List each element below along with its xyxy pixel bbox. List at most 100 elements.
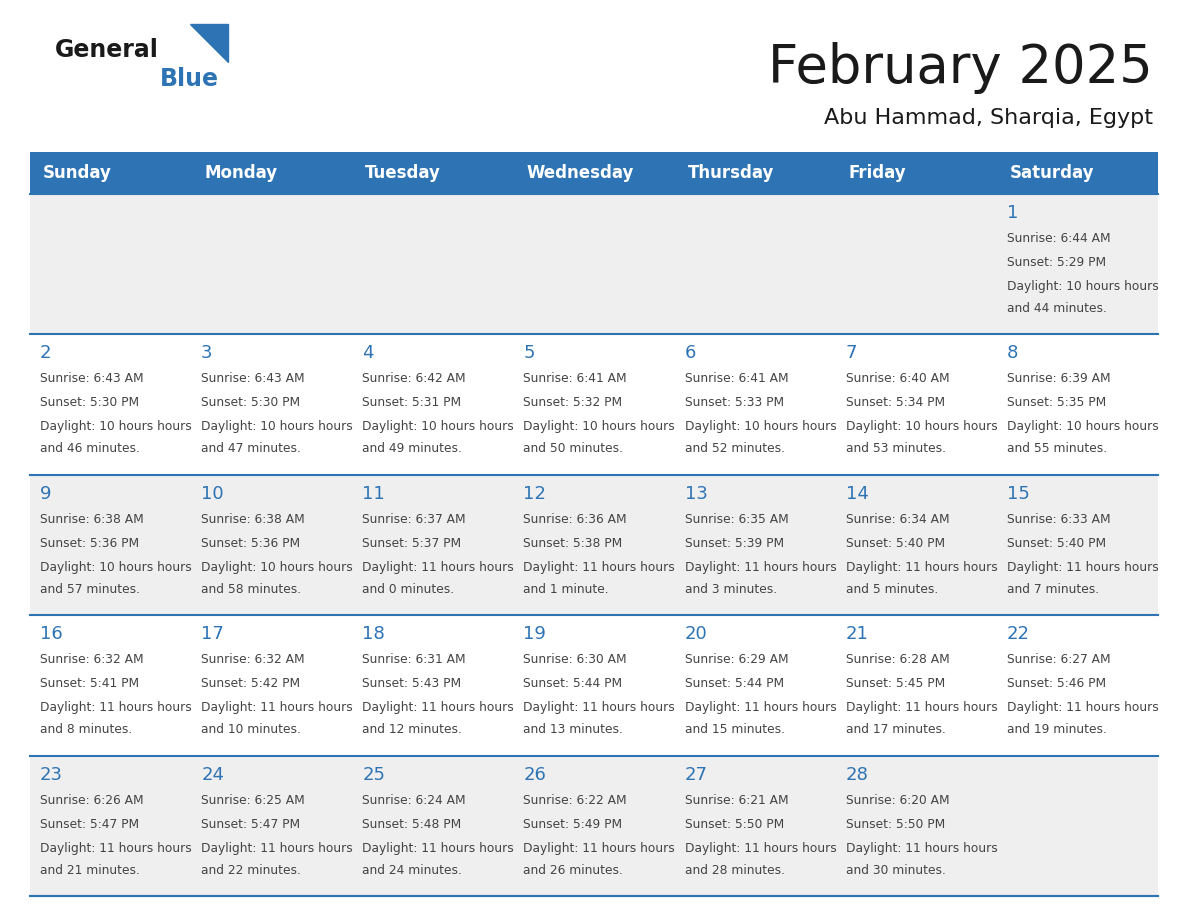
Text: and 30 minutes.: and 30 minutes.: [846, 864, 946, 877]
Text: Sunrise: 6:40 AM: Sunrise: 6:40 AM: [846, 373, 949, 386]
Text: Daylight: 10 hours hours: Daylight: 10 hours hours: [1007, 420, 1158, 433]
Text: Daylight: 10 hours hours: Daylight: 10 hours hours: [524, 420, 675, 433]
Text: Sunrise: 6:44 AM: Sunrise: 6:44 AM: [1007, 232, 1111, 245]
Text: Sunset: 5:44 PM: Sunset: 5:44 PM: [684, 677, 784, 690]
Text: Sunset: 5:36 PM: Sunset: 5:36 PM: [40, 537, 139, 550]
Text: Saturday: Saturday: [1010, 164, 1094, 182]
Text: Sunset: 5:47 PM: Sunset: 5:47 PM: [201, 818, 301, 831]
Text: and 21 minutes.: and 21 minutes.: [40, 864, 140, 877]
Text: 13: 13: [684, 485, 707, 503]
Text: 2: 2: [40, 344, 51, 363]
Text: and 12 minutes.: and 12 minutes.: [362, 723, 462, 736]
Text: Sunrise: 6:21 AM: Sunrise: 6:21 AM: [684, 793, 788, 807]
Text: Sunset: 5:39 PM: Sunset: 5:39 PM: [684, 537, 784, 550]
Text: Tuesday: Tuesday: [365, 164, 441, 182]
Text: Daylight: 11 hours hours: Daylight: 11 hours hours: [1007, 701, 1158, 714]
Text: Sunrise: 6:38 AM: Sunrise: 6:38 AM: [40, 513, 144, 526]
Text: Sunset: 5:43 PM: Sunset: 5:43 PM: [362, 677, 461, 690]
Text: and 49 minutes.: and 49 minutes.: [362, 442, 462, 455]
Text: Daylight: 11 hours hours: Daylight: 11 hours hours: [846, 701, 998, 714]
Text: Daylight: 11 hours hours: Daylight: 11 hours hours: [40, 701, 191, 714]
Text: Sunrise: 6:32 AM: Sunrise: 6:32 AM: [40, 654, 144, 666]
Text: 19: 19: [524, 625, 546, 644]
Text: and 8 minutes.: and 8 minutes.: [40, 723, 132, 736]
Text: and 44 minutes.: and 44 minutes.: [1007, 302, 1107, 315]
Text: Daylight: 10 hours hours: Daylight: 10 hours hours: [201, 420, 353, 433]
Text: Daylight: 11 hours hours: Daylight: 11 hours hours: [684, 561, 836, 574]
Text: Sunrise: 6:41 AM: Sunrise: 6:41 AM: [684, 373, 788, 386]
Bar: [30, 615, 1158, 756]
Text: Blue: Blue: [160, 67, 219, 91]
Text: Sunset: 5:36 PM: Sunset: 5:36 PM: [201, 537, 301, 550]
Text: and 15 minutes.: and 15 minutes.: [684, 723, 784, 736]
Text: Wednesday: Wednesday: [526, 164, 634, 182]
Text: 8: 8: [1007, 344, 1018, 363]
Text: Sunset: 5:42 PM: Sunset: 5:42 PM: [201, 677, 301, 690]
Text: Sunrise: 6:33 AM: Sunrise: 6:33 AM: [1007, 513, 1111, 526]
Text: and 57 minutes.: and 57 minutes.: [40, 583, 140, 596]
Text: Sunrise: 6:32 AM: Sunrise: 6:32 AM: [201, 654, 305, 666]
Text: Sunset: 5:50 PM: Sunset: 5:50 PM: [684, 818, 784, 831]
Bar: [30, 152, 1158, 194]
Text: Sunrise: 6:39 AM: Sunrise: 6:39 AM: [1007, 373, 1111, 386]
Text: Sunset: 5:37 PM: Sunset: 5:37 PM: [362, 537, 461, 550]
Text: Sunset: 5:31 PM: Sunset: 5:31 PM: [362, 397, 461, 409]
Text: Sunset: 5:30 PM: Sunset: 5:30 PM: [201, 397, 301, 409]
Text: 3: 3: [201, 344, 213, 363]
Text: Daylight: 11 hours hours: Daylight: 11 hours hours: [846, 842, 998, 855]
Text: Sunset: 5:48 PM: Sunset: 5:48 PM: [362, 818, 461, 831]
Text: Sunset: 5:50 PM: Sunset: 5:50 PM: [846, 818, 944, 831]
Text: Daylight: 11 hours hours: Daylight: 11 hours hours: [524, 561, 675, 574]
Text: Sunrise: 6:34 AM: Sunrise: 6:34 AM: [846, 513, 949, 526]
Text: Sunset: 5:44 PM: Sunset: 5:44 PM: [524, 677, 623, 690]
Text: Sunrise: 6:41 AM: Sunrise: 6:41 AM: [524, 373, 627, 386]
Bar: [30, 194, 1158, 334]
Text: 1: 1: [1007, 204, 1018, 222]
Text: 7: 7: [846, 344, 858, 363]
Text: Sunrise: 6:26 AM: Sunrise: 6:26 AM: [40, 793, 144, 807]
Text: Sunrise: 6:20 AM: Sunrise: 6:20 AM: [846, 793, 949, 807]
Text: Sunrise: 6:35 AM: Sunrise: 6:35 AM: [684, 513, 789, 526]
Text: and 19 minutes.: and 19 minutes.: [1007, 723, 1107, 736]
Text: Daylight: 10 hours hours: Daylight: 10 hours hours: [362, 420, 514, 433]
Text: 21: 21: [846, 625, 868, 644]
Text: Daylight: 11 hours hours: Daylight: 11 hours hours: [846, 561, 998, 574]
Text: 25: 25: [362, 766, 385, 784]
Text: Sunset: 5:32 PM: Sunset: 5:32 PM: [524, 397, 623, 409]
Bar: [30, 756, 1158, 896]
Text: Daylight: 11 hours hours: Daylight: 11 hours hours: [362, 701, 514, 714]
Text: and 53 minutes.: and 53 minutes.: [846, 442, 946, 455]
Text: Daylight: 10 hours hours: Daylight: 10 hours hours: [1007, 280, 1158, 293]
Polygon shape: [190, 24, 228, 62]
Text: Sunrise: 6:30 AM: Sunrise: 6:30 AM: [524, 654, 627, 666]
Text: 27: 27: [684, 766, 708, 784]
Text: General: General: [55, 38, 159, 62]
Text: and 13 minutes.: and 13 minutes.: [524, 723, 624, 736]
Text: and 10 minutes.: and 10 minutes.: [201, 723, 301, 736]
Text: and 58 minutes.: and 58 minutes.: [201, 583, 302, 596]
Text: Daylight: 11 hours hours: Daylight: 11 hours hours: [201, 701, 353, 714]
Text: 6: 6: [684, 344, 696, 363]
Text: Sunrise: 6:38 AM: Sunrise: 6:38 AM: [201, 513, 305, 526]
Text: Thursday: Thursday: [688, 164, 773, 182]
Text: Sunrise: 6:22 AM: Sunrise: 6:22 AM: [524, 793, 627, 807]
Text: 5: 5: [524, 344, 535, 363]
Text: and 7 minutes.: and 7 minutes.: [1007, 583, 1099, 596]
Text: 20: 20: [684, 625, 707, 644]
Text: Sunset: 5:34 PM: Sunset: 5:34 PM: [846, 397, 944, 409]
Text: Sunset: 5:29 PM: Sunset: 5:29 PM: [1007, 256, 1106, 269]
Text: 11: 11: [362, 485, 385, 503]
Text: 23: 23: [40, 766, 63, 784]
Text: Daylight: 10 hours hours: Daylight: 10 hours hours: [40, 561, 191, 574]
Text: Monday: Monday: [204, 164, 277, 182]
Text: Daylight: 11 hours hours: Daylight: 11 hours hours: [684, 842, 836, 855]
Text: and 47 minutes.: and 47 minutes.: [201, 442, 301, 455]
Text: Sunrise: 6:28 AM: Sunrise: 6:28 AM: [846, 654, 949, 666]
Text: and 55 minutes.: and 55 minutes.: [1007, 442, 1107, 455]
Text: Sunrise: 6:27 AM: Sunrise: 6:27 AM: [1007, 654, 1111, 666]
Text: Sunset: 5:40 PM: Sunset: 5:40 PM: [1007, 537, 1106, 550]
Text: Daylight: 10 hours hours: Daylight: 10 hours hours: [846, 420, 998, 433]
Text: February 2025: February 2025: [769, 42, 1154, 94]
Text: Sunrise: 6:37 AM: Sunrise: 6:37 AM: [362, 513, 466, 526]
Text: and 26 minutes.: and 26 minutes.: [524, 864, 624, 877]
